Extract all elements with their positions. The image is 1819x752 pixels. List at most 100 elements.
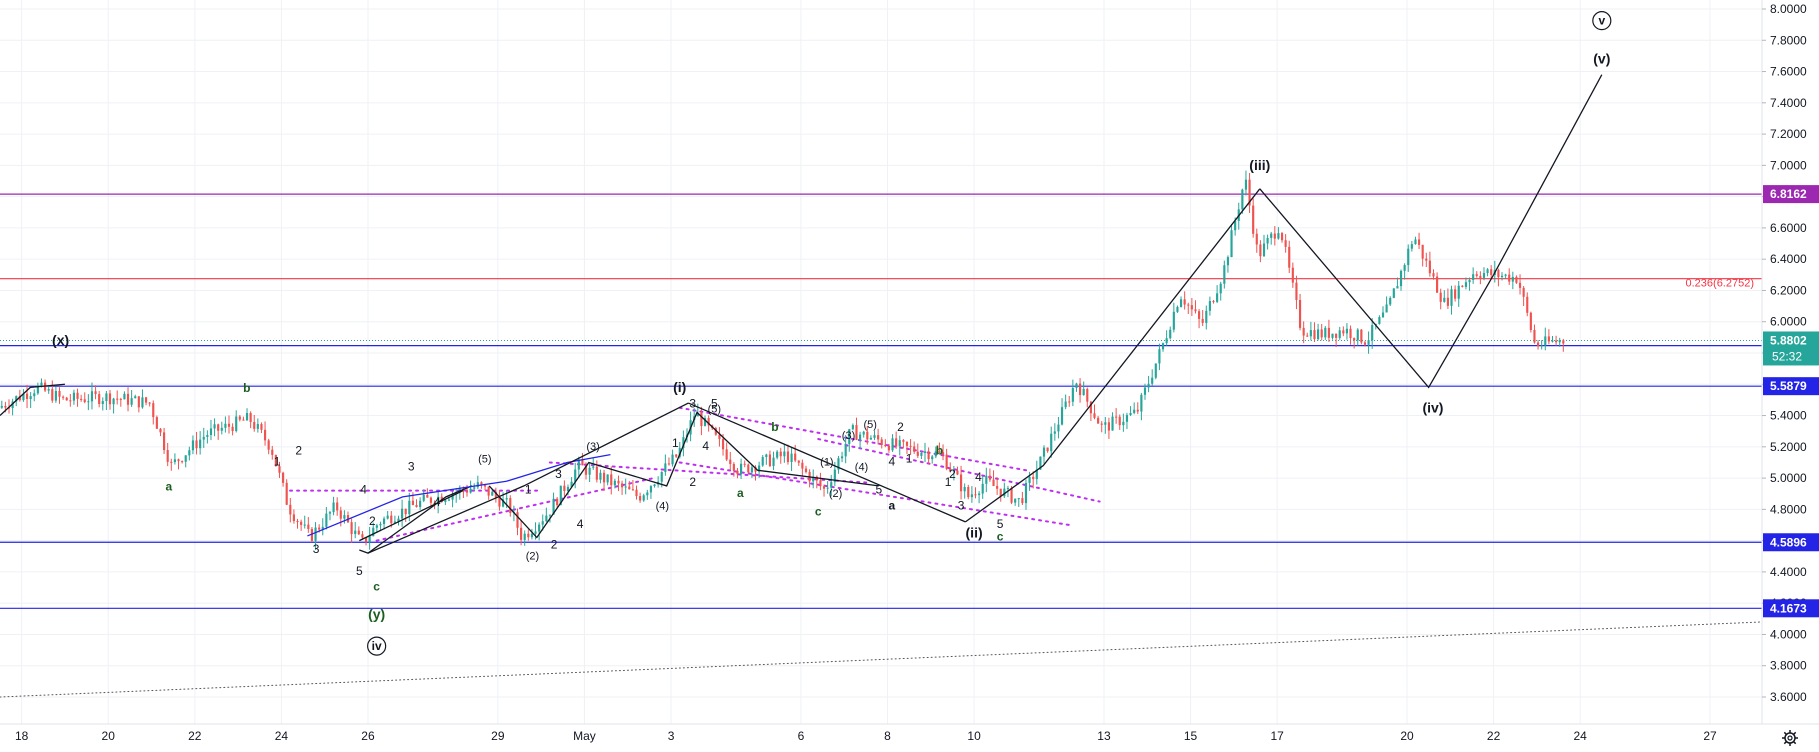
wave-line[interactable] [367, 402, 689, 554]
candle-body [1266, 237, 1269, 244]
candle-body [1147, 383, 1150, 388]
wave-line[interactable] [1493, 74, 1603, 276]
candle-body [671, 454, 674, 465]
candle-body [253, 421, 256, 429]
wave-line[interactable] [488, 411, 879, 539]
candle-body [1089, 401, 1092, 414]
candle-body [938, 451, 941, 453]
candle-body [1262, 243, 1266, 257]
candle-body [1295, 282, 1298, 300]
candle-body [826, 487, 829, 489]
price-tick-label: 5.4000 [1770, 409, 1807, 423]
candle-body [90, 391, 94, 402]
candle-body [1497, 270, 1500, 278]
candle-body [1046, 447, 1049, 452]
level-price-badge [1763, 533, 1819, 552]
candle-body [1133, 409, 1136, 413]
candle-body [1201, 318, 1204, 323]
wave-label: 2 [897, 420, 904, 434]
candle-body [1161, 343, 1165, 350]
candle-body [851, 425, 854, 430]
candle-body [988, 475, 991, 480]
candle-body [714, 428, 717, 435]
wave-line[interactable] [1259, 188, 1495, 389]
candle-body [263, 429, 267, 441]
candle-body [952, 470, 955, 472]
candle-body [1454, 289, 1457, 299]
candle-body [163, 432, 166, 451]
candle-body [707, 418, 710, 426]
wave-line[interactable] [359, 485, 473, 554]
candle-body [386, 515, 389, 519]
time-axis[interactable]: 18 20 22 24 26 29 May 3 6 8 10 13 15 17 20 22 24 27 [15, 729, 1717, 743]
candle-body [274, 454, 277, 467]
candle-body [307, 524, 310, 529]
candle-body [1551, 340, 1554, 342]
candle-body [1230, 230, 1233, 258]
candle-body [1479, 275, 1482, 278]
wave-label: 1 [525, 483, 532, 497]
candle-body [1078, 383, 1082, 396]
candle-body [610, 474, 613, 486]
candle-body [1169, 329, 1172, 339]
wave-label: 4 [975, 470, 982, 484]
candle-body [822, 486, 826, 489]
candle-body [725, 449, 728, 460]
candle-body [581, 459, 584, 466]
wave-label: 4 [434, 495, 441, 509]
price-tick-label: 7.8000 [1770, 33, 1807, 47]
candle-body [1111, 416, 1114, 431]
candle-body [941, 452, 945, 455]
candle-body [1302, 327, 1305, 336]
candle-body [444, 500, 447, 502]
candle-body [33, 393, 36, 397]
candle-body [1475, 274, 1478, 276]
wave-label: 3 [408, 459, 415, 473]
candle-body [844, 443, 847, 457]
candle-body [296, 521, 299, 523]
candle-body [1223, 265, 1226, 284]
candle-body [505, 498, 508, 500]
wave-label: 3 [313, 542, 320, 556]
candle-body [260, 424, 263, 430]
candle-body [350, 522, 353, 535]
candle-body [1255, 233, 1258, 245]
candle-body [1270, 233, 1273, 238]
wave-line[interactable] [359, 490, 464, 542]
price-axis[interactable]: 3.60003.80004.00004.20004.40004.60004.80… [1762, 2, 1819, 704]
candle-body [613, 480, 616, 486]
candle-body [1017, 498, 1020, 500]
candle-body [1457, 285, 1460, 299]
candle-body [224, 423, 227, 428]
candle-body [25, 393, 29, 400]
wave-line[interactable] [688, 402, 966, 523]
fib-level-label: 0.236(6.2752) [1686, 278, 1755, 290]
wave-line[interactable] [0, 383, 65, 417]
gear-icon[interactable] [1782, 730, 1798, 746]
time-tick-label: 24 [1573, 729, 1587, 743]
wave-label-circle [1592, 11, 1612, 31]
candle-body [859, 434, 862, 440]
candle-body [271, 449, 274, 455]
wave-label: 5 [875, 483, 882, 497]
candle-body [130, 398, 133, 405]
candle-body [1511, 276, 1514, 282]
candle-body [141, 397, 144, 408]
candle-body [682, 437, 685, 449]
price-axis-background [1762, 0, 1819, 752]
wave-line[interactable] [965, 188, 1261, 523]
candle-body [184, 455, 187, 462]
wave-label: 3 [689, 397, 696, 411]
candle-body [1500, 275, 1504, 278]
candle-body [1515, 276, 1518, 283]
candle-body [1360, 329, 1363, 343]
candle-body [639, 496, 642, 501]
candle-body [920, 453, 923, 456]
wave-line[interactable] [506, 453, 611, 482]
wave-line[interactable] [307, 480, 507, 537]
candle-body [62, 396, 65, 398]
candle-body [1241, 189, 1244, 210]
time-tick-label: 20 [1400, 729, 1414, 743]
